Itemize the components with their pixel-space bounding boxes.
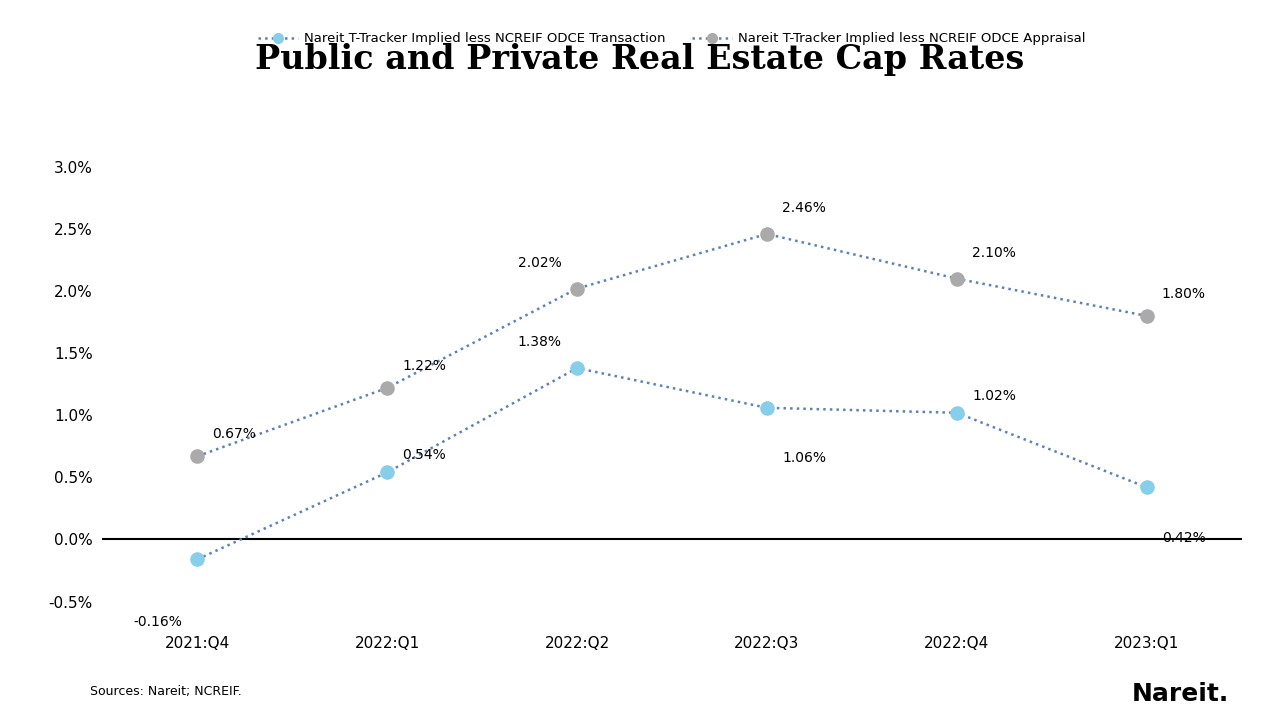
Text: Sources: Nareit; NCREIF.: Sources: Nareit; NCREIF.	[90, 685, 242, 698]
Text: 1.80%: 1.80%	[1162, 287, 1206, 301]
Text: -0.16%: -0.16%	[133, 615, 182, 629]
Text: 1.02%: 1.02%	[972, 389, 1016, 402]
Point	[946, 407, 966, 418]
Point	[946, 273, 966, 284]
Text: 0.42%: 0.42%	[1162, 531, 1206, 545]
Text: 1.06%: 1.06%	[782, 451, 826, 465]
Text: 1.38%: 1.38%	[518, 336, 562, 349]
Text: 2.46%: 2.46%	[782, 202, 826, 215]
Text: 0.54%: 0.54%	[402, 449, 447, 462]
Point	[756, 228, 777, 240]
Point	[376, 467, 397, 478]
Text: Nareit.: Nareit.	[1132, 682, 1229, 706]
Point	[1137, 310, 1157, 322]
Text: 0.67%: 0.67%	[212, 428, 256, 441]
Point	[187, 451, 207, 462]
Text: 1.22%: 1.22%	[402, 359, 447, 373]
Text: 2.10%: 2.10%	[972, 246, 1016, 260]
Point	[567, 362, 588, 374]
Point	[187, 554, 207, 565]
Point	[567, 283, 588, 294]
Text: 2.02%: 2.02%	[518, 256, 562, 270]
Legend: Nareit T-Tracker Implied less NCREIF ODCE Transaction, Nareit T-Tracker Implied : Nareit T-Tracker Implied less NCREIF ODC…	[253, 27, 1091, 50]
Text: Public and Private Real Estate Cap Rates: Public and Private Real Estate Cap Rates	[256, 43, 1024, 76]
Point	[1137, 482, 1157, 493]
Point	[376, 382, 397, 394]
Point	[756, 402, 777, 413]
